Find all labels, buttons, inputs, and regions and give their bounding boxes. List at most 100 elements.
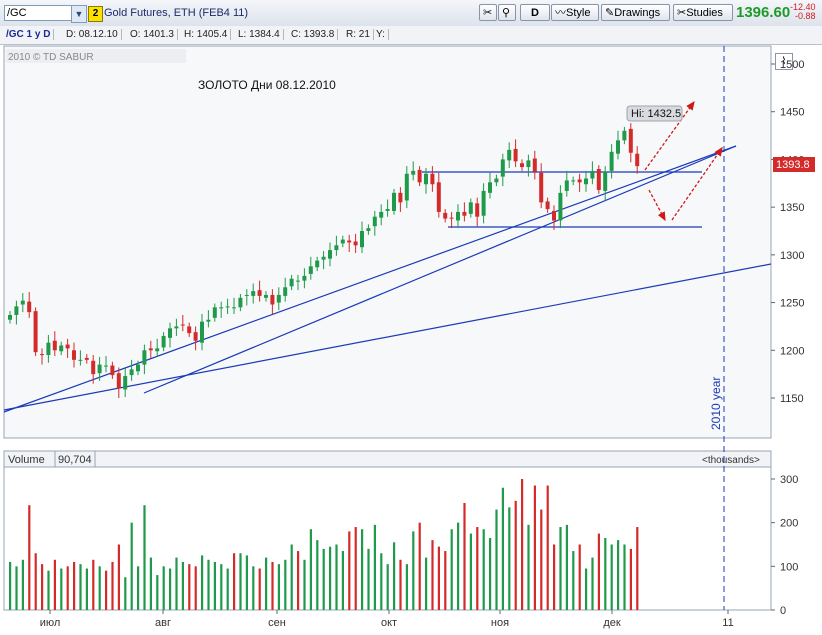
x-tick-label: июл [40,617,61,629]
candle-body [123,376,128,390]
x-tick-label: авг [155,617,171,629]
ohlc-high: H: 1405.4 [184,29,232,40]
volume-bar [405,564,408,610]
candle-body [616,140,620,154]
trendline-steep[interactable] [143,145,737,394]
candle-body [449,217,454,219]
volume-bar [194,566,197,610]
crosshair-tool-icon[interactable]: ✂ [479,4,497,21]
style-button[interactable]: 〰Style [551,4,599,21]
volume-bar [252,566,255,610]
volume-bar [34,553,37,610]
drawings-button[interactable]: ✎Drawings [601,4,670,21]
volume-bar [578,544,581,610]
candle-body [238,297,243,308]
ohlc-close: C: 1393.8 [291,29,339,40]
watermark-bg [6,49,186,63]
candle-body [513,148,518,162]
candle-body [52,340,57,351]
volume-bar [156,575,159,610]
candle-body [424,173,428,185]
volume-bar [85,568,88,610]
volume-bar [444,551,447,610]
volume-bar [540,509,543,610]
candle-body [372,216,377,227]
symbol-dropdown-icon[interactable]: ▼ [71,5,87,23]
candle-body [321,256,326,260]
volume-bar [533,485,536,610]
volume-bar [213,561,216,610]
candle-body [462,211,467,216]
candle-body [14,306,19,315]
volume-bar [546,485,549,610]
volume-bar [425,557,428,610]
candle-body [398,192,403,203]
candle-body [264,294,268,298]
candle-body [72,350,76,360]
volume-bar [9,561,12,610]
candle-body [187,326,192,334]
volume-bar [527,524,530,610]
volume-bar [162,566,165,610]
chart-settings-icon[interactable]: ⌇ [775,53,793,70]
trendline-base[interactable] [3,263,772,411]
volume-bar [47,570,50,610]
x-tick-label: сен [268,617,286,629]
volume-bar [258,568,261,610]
studies-button[interactable]: ✂Studies [673,4,733,21]
candle-body [545,201,550,210]
volume-bar [265,557,268,610]
ohlc-range: R: 21 [346,29,374,40]
volume-bar [341,551,344,610]
year-label: 2010 year [709,377,723,430]
volume-bar [124,577,127,610]
volume-bar [482,529,485,610]
candle-body [558,192,563,221]
volume-bar [450,529,453,610]
volume-bar [469,533,472,610]
volume-bar [92,559,95,610]
volume-bar [98,566,101,610]
link-group-badge[interactable]: 2 [88,6,103,22]
projection-arrow-down [648,189,666,222]
volume-bar [111,561,114,610]
volume-bar [431,540,434,610]
candle-body [289,278,294,287]
volume-tick-label: 300 [780,474,798,486]
ohlc-y: Y: [376,29,389,40]
volume-bar [188,564,191,610]
candle-body [276,294,281,303]
volume-bar [565,524,568,610]
candle-body [148,348,153,351]
candle-body [302,275,307,281]
candle-body [161,335,166,348]
trendline-long[interactable] [3,145,737,413]
volume-bar [316,540,319,610]
volume-bar [290,544,293,610]
chart-title: /GC 1 y D [6,29,55,40]
volume-bar [386,564,389,610]
candle-body [494,178,499,183]
candle-body [168,328,172,338]
candle-body [104,365,108,367]
candle-body [65,344,70,349]
candle-body [532,158,537,172]
zoom-tool-icon[interactable]: ⚲ [498,4,516,21]
candle-body [366,228,371,231]
candle-body [526,160,531,168]
volume-units: <thousands> [702,455,760,466]
volume-bar [463,503,466,610]
candle-body [84,357,89,360]
studies-label: Studies [686,7,723,19]
candle-body [315,260,320,268]
candle-body [436,182,441,212]
volume-bar [476,527,479,610]
candle-body [488,182,492,193]
candle-body [219,307,224,309]
volume-bar [60,568,63,610]
drawings-label: Drawings [614,7,661,19]
change-value: -12.40 [790,2,816,12]
period-button[interactable]: D [520,4,550,21]
volume-bar [233,553,236,610]
